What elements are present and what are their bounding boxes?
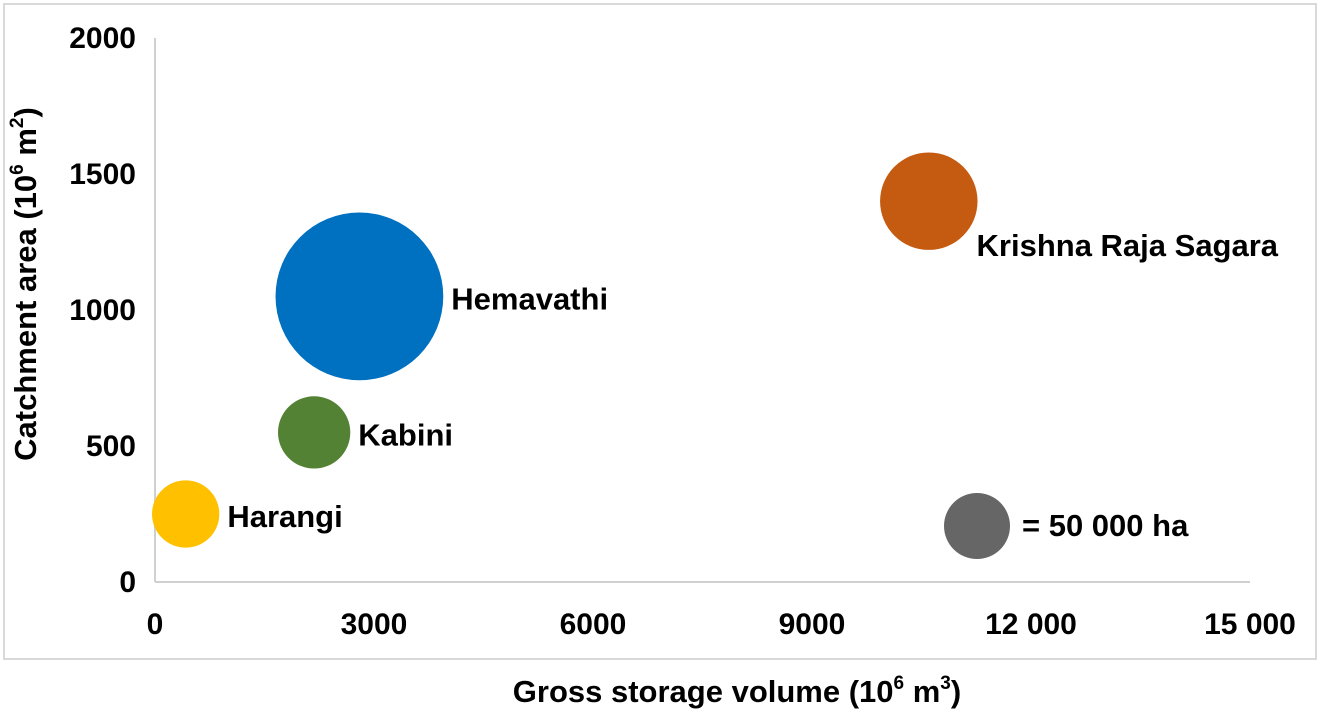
y-axis-ticks: 0 500 1000 1500 2000: [69, 22, 136, 599]
x-tick-label: 9000: [779, 608, 846, 641]
y-tick-label: 0: [119, 566, 136, 599]
x-axis-title-unit-exp: 3: [940, 673, 951, 694]
plot-area: [154, 38, 1250, 583]
bubble-labels: Harangi Kabini Hemavathi Krishna Raja Sagar…: [227, 228, 1278, 534]
bubble-krishna-raja-sagara: [880, 152, 978, 250]
bubble-label-kabini: Kabini: [358, 417, 453, 452]
x-tick-label: 6000: [560, 608, 627, 641]
bubble-kabini: [277, 396, 351, 469]
bubble-label-hemavathi: Hemavathi: [451, 281, 608, 316]
x-tick-label: 12 000: [985, 608, 1077, 641]
y-axis-title-unit-exp: 2: [7, 117, 28, 128]
size-legend-bubble: [944, 493, 1010, 559]
x-axis-title-unit: m: [904, 674, 940, 709]
y-tick-label: 1500: [69, 158, 136, 191]
bubble-hemavathi: [275, 212, 444, 381]
x-axis-title-close: ): [951, 674, 961, 709]
y-axis-title-text: Catchment area (10: [8, 175, 43, 461]
bubble-label-krishna-raja-sagara: Krishna Raja Sagara: [977, 228, 1279, 263]
bubble-harangi: [152, 480, 220, 548]
y-tick-label: 500: [86, 430, 136, 463]
x-axis-title: Gross storage volume (106 m3): [513, 673, 961, 709]
x-tick-label: 15 000: [1204, 608, 1296, 641]
y-axis-title-close: ): [8, 107, 43, 117]
x-axis-ticks: 0 3000 6000 9000 12 000 15 000: [147, 608, 1296, 641]
outer-border: [3, 3, 1317, 660]
y-tick-label: 1000: [69, 294, 136, 327]
y-axis-title-exp: 6: [7, 164, 28, 175]
size-legend-label: = 50 000 ha: [1022, 508, 1189, 543]
bubbles: [152, 152, 978, 548]
y-axis-title-unit: m: [8, 128, 43, 164]
x-tick-label: 0: [147, 608, 164, 641]
size-legend: = 50 000 ha: [944, 493, 1189, 559]
y-tick-label: 2000: [69, 22, 136, 55]
bubble-label-harangi: Harangi: [227, 499, 342, 534]
x-axis-title-exp: 6: [894, 673, 905, 694]
x-axis-title-text: Gross storage volume (10: [513, 674, 894, 709]
y-axis-title: Catchment area (106 m2): [7, 107, 43, 461]
x-tick-label: 3000: [341, 608, 408, 641]
